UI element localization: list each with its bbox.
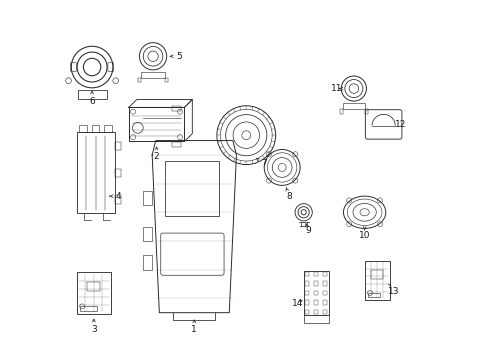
Bar (171, 142, 181, 147)
Bar (313, 300, 318, 305)
Bar (305, 300, 309, 305)
Bar (114, 195, 121, 204)
Text: 2: 2 (154, 152, 159, 161)
Bar (305, 272, 309, 276)
Text: 13: 13 (387, 287, 399, 296)
Bar (171, 107, 181, 111)
Bar (164, 161, 219, 216)
Bar (141, 72, 165, 78)
Bar (313, 291, 318, 295)
Text: 4: 4 (115, 192, 121, 201)
Bar (313, 310, 318, 314)
Bar (323, 272, 326, 276)
Bar (370, 270, 383, 279)
Text: 3: 3 (91, 325, 97, 334)
Text: 6: 6 (89, 96, 95, 105)
Bar (114, 141, 121, 150)
Bar (138, 78, 141, 82)
Bar (92, 125, 99, 132)
Bar (305, 282, 309, 286)
Text: 8: 8 (286, 192, 292, 201)
Bar (165, 78, 168, 82)
Text: 1: 1 (191, 325, 197, 334)
Text: 5: 5 (176, 52, 182, 61)
Bar (303, 271, 328, 315)
Bar (365, 109, 367, 114)
Bar (104, 125, 112, 132)
Text: 7: 7 (261, 159, 266, 168)
Bar (339, 109, 342, 114)
Bar (143, 226, 152, 241)
Bar (367, 293, 379, 297)
Bar (87, 282, 100, 291)
Bar (323, 282, 326, 286)
Text: 11: 11 (330, 84, 342, 93)
Bar (364, 261, 389, 300)
Bar (77, 273, 111, 314)
Bar (143, 191, 152, 205)
Bar (305, 310, 309, 314)
Bar (342, 103, 365, 109)
Text: 12: 12 (394, 120, 406, 129)
Bar (77, 132, 114, 213)
Bar (323, 300, 326, 305)
Bar (80, 306, 97, 311)
Bar (128, 107, 184, 141)
Bar (78, 90, 106, 99)
Text: 9: 9 (305, 226, 310, 235)
Bar (323, 291, 326, 295)
Bar (143, 255, 152, 270)
Bar (79, 125, 87, 132)
Bar (114, 168, 121, 177)
Bar (305, 291, 309, 295)
Bar (313, 272, 318, 276)
Bar (313, 282, 318, 286)
Text: 14: 14 (291, 299, 303, 308)
Text: 10: 10 (358, 231, 369, 240)
Bar (323, 310, 326, 314)
